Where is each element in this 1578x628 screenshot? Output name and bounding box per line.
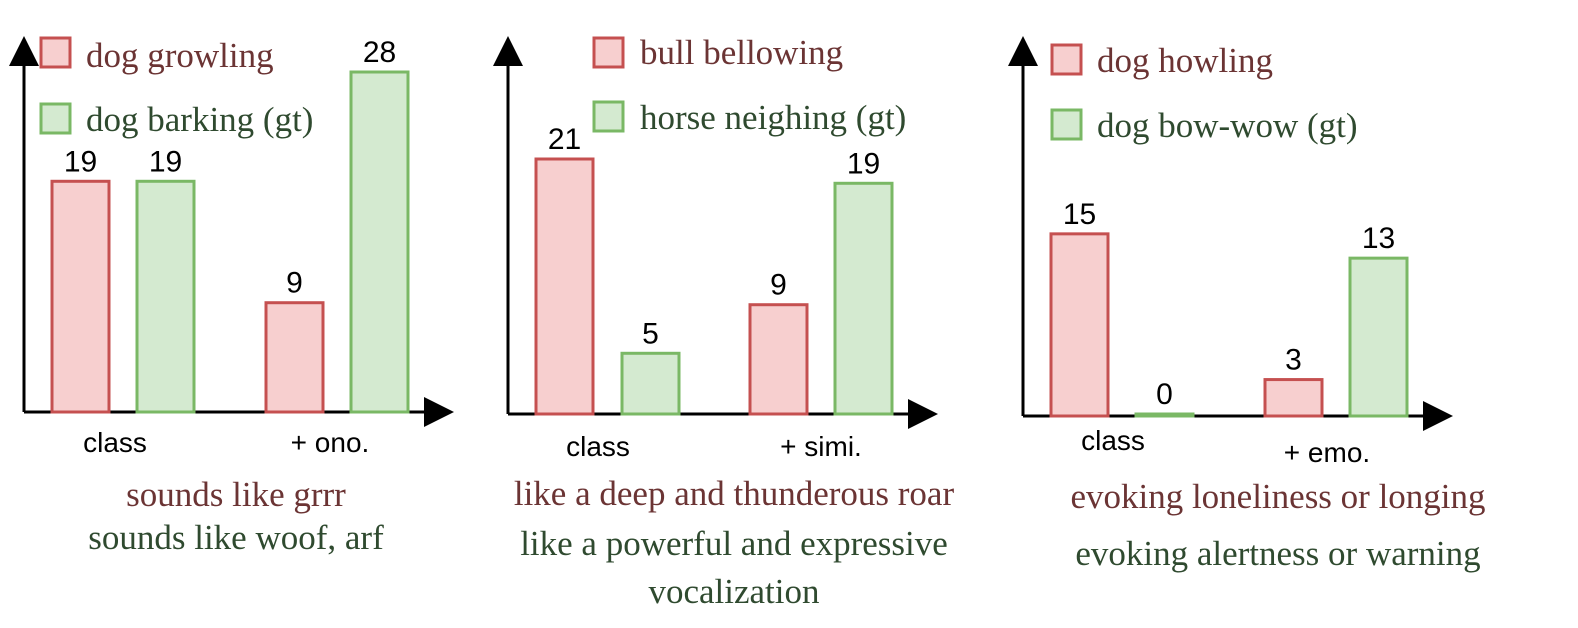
chart-panel-2: 21 9 5 19 class + simi. bull bellowing horse ne…: [493, 33, 955, 611]
bar-red-class: [534, 157, 595, 416]
bar-green-simi: [833, 181, 894, 416]
bar-green-class: [1134, 412, 1195, 418]
bar-value-label: 9: [770, 269, 787, 302]
legend-swatch: [1050, 108, 1083, 141]
caption-line: vocalization: [648, 572, 819, 611]
bar-value-label: 19: [847, 147, 880, 180]
bar-red-ono: [264, 301, 325, 414]
legend-swatch: [39, 102, 72, 135]
bar-red-emo: [1263, 378, 1324, 418]
legend-label: dog growling: [86, 36, 274, 75]
category-label: class: [1081, 425, 1145, 456]
legend-swatch: [1050, 43, 1083, 76]
legend-label: dog barking (gt): [86, 100, 313, 139]
bar-value-label: 15: [1063, 198, 1096, 231]
caption-line: evoking loneliness or longing: [1070, 477, 1485, 516]
legend-label: dog howling: [1097, 41, 1273, 80]
bar-value-label: 19: [64, 145, 97, 178]
legend-swatch: [592, 100, 625, 133]
legend-label: horse neighing (gt): [640, 98, 906, 137]
bar-value-label: 21: [548, 123, 581, 156]
category-label: + emo.: [1284, 437, 1370, 468]
chart-panel-3: 15 3 0 13 class + emo. dog howling dog bow-wow …: [1008, 36, 1486, 573]
bar-green-ono: [349, 70, 410, 414]
bar-red-simi: [748, 303, 809, 416]
bar-value-label: 3: [1285, 344, 1302, 377]
legend-label: dog bow-wow (gt): [1097, 106, 1358, 145]
bar-green-class: [135, 179, 196, 414]
legend-swatch: [39, 36, 72, 69]
bar-red-class: [1049, 232, 1110, 418]
legend-label: bull bellowing: [640, 33, 843, 72]
category-label: + ono.: [291, 427, 370, 458]
category-label: + simi.: [780, 431, 862, 462]
caption-line: like a deep and thunderous roar: [514, 474, 955, 513]
bar-green-class: [620, 351, 681, 416]
caption-line: sounds like woof, arf: [88, 518, 384, 557]
caption-line: sounds like grrr: [126, 475, 346, 514]
legend-swatch: [592, 36, 625, 69]
bar-value-label: 5: [642, 317, 659, 350]
bar-value-label: 0: [1156, 378, 1173, 411]
bar-value-label: 9: [286, 267, 303, 300]
bar-value-label: 28: [363, 36, 396, 69]
chart-panel-1: 19 9 19 28 class + ono. dog growling dog barkin…: [8, 36, 454, 557]
category-label: class: [83, 427, 147, 458]
category-label: class: [566, 431, 630, 462]
caption-line: like a powerful and expressive: [520, 524, 948, 563]
bar-value-label: 13: [1362, 222, 1395, 255]
caption-line: evoking alertness or warning: [1075, 534, 1480, 573]
bar-value-label: 19: [149, 145, 182, 178]
bar-red-class: [50, 179, 111, 414]
bar-green-emo: [1348, 256, 1409, 418]
